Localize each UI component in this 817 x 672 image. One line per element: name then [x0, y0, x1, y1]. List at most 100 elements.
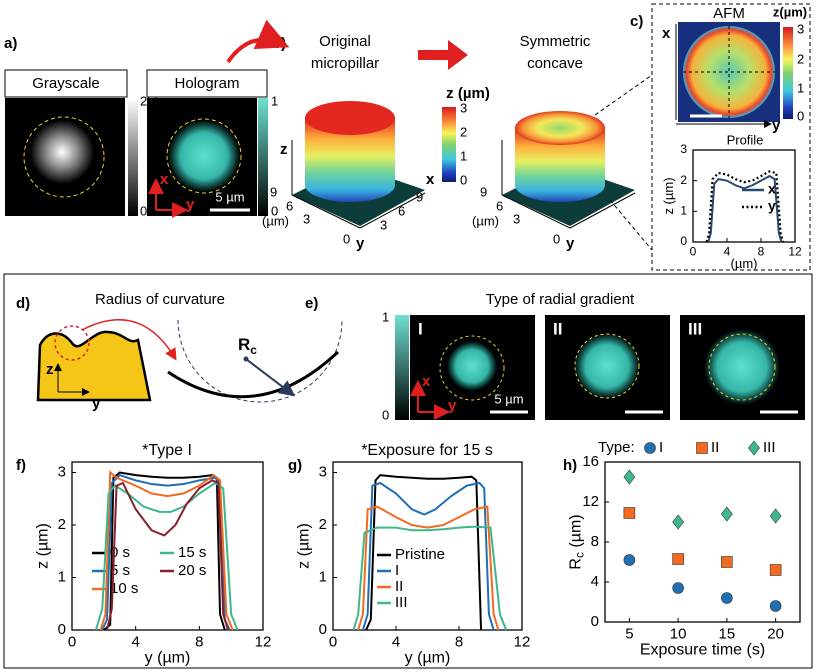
y-tick-label: 0 — [58, 621, 66, 638]
x-tick-label: 12 — [514, 634, 531, 651]
chart-title: *Type I — [142, 442, 192, 459]
image-title: Hologram — [174, 75, 239, 92]
pillar-profile — [36, 330, 152, 402]
tick-label: 6 — [398, 203, 405, 218]
panel-box — [3, 273, 813, 669]
colorbar-label: 0 — [382, 407, 389, 422]
y-tick-label: 1 — [319, 568, 327, 585]
tick-label: 3 — [513, 211, 520, 226]
legend-label: 20 s — [178, 562, 206, 579]
line — [357, 505, 500, 631]
colorbar-title: z(µm) — [773, 4, 807, 19]
x-tick-label: 8 — [455, 634, 463, 651]
legend-label: y — [768, 198, 776, 214]
y-tick-label: 3 — [58, 463, 66, 480]
title-box — [4, 69, 128, 98]
colorbar-label: 1 — [797, 80, 804, 95]
legend-label: x — [768, 181, 776, 197]
legend-label: II — [395, 578, 403, 595]
line — [99, 470, 234, 631]
type-label: II — [553, 319, 562, 338]
spot — [168, 120, 240, 192]
tick-label: 6 — [496, 198, 503, 213]
panel-title: Type of radial gradient — [486, 291, 635, 308]
type-label: I — [418, 319, 423, 338]
panel-label: c) — [630, 13, 643, 30]
x-tick-label: 8 — [758, 244, 765, 258]
y-axis-label: z (µm) — [296, 523, 313, 569]
unit-label: (µm) — [262, 213, 289, 228]
x-tick-label: 10 — [670, 626, 687, 643]
colorbar-label: 0 — [797, 108, 804, 123]
colorbar-label: 3 — [797, 21, 804, 36]
y-tick-label: 0 — [319, 621, 327, 638]
y-axis-label: z (µm) — [35, 523, 52, 569]
line — [106, 479, 229, 631]
x-tick-label: 12 — [788, 244, 802, 258]
line — [707, 174, 783, 243]
y-tick-label: 2 — [319, 516, 327, 533]
x-tick-label: 15 — [719, 626, 736, 643]
plot-frame — [692, 149, 796, 243]
colorbar-label: 1 — [460, 148, 467, 163]
tick-label: 0 — [343, 231, 350, 246]
pillar-title: Original — [319, 33, 371, 50]
y-axis-label-part: z (µm) — [662, 177, 677, 214]
y-axis-label: Rc (µm) — [568, 514, 587, 569]
y-tick-label: 3 — [680, 142, 687, 156]
marker — [672, 553, 684, 565]
colorbar — [395, 315, 409, 420]
radius-label: Rc — [238, 335, 257, 357]
legend-label: 5 s — [110, 562, 130, 579]
legend-marker — [696, 442, 708, 454]
marker — [769, 508, 782, 524]
x-axis-label: (µm) — [731, 256, 758, 271]
colorbar — [128, 98, 138, 216]
y-axis-label-part: R — [568, 558, 585, 570]
panel-label: a) — [4, 35, 17, 52]
outline — [708, 333, 776, 401]
colorbar-label: 2 — [460, 124, 467, 139]
legend-label: III — [395, 594, 408, 611]
outline — [439, 335, 505, 401]
marker — [721, 592, 733, 604]
panel-title: Radius of curvature — [95, 291, 225, 308]
y-axis-label: z (µm) — [662, 177, 677, 214]
arrow — [418, 40, 468, 70]
pillar-top — [305, 101, 395, 135]
scale-label: 5 µm — [215, 189, 244, 204]
chart-title: Profile — [727, 132, 764, 147]
connector — [594, 74, 653, 116]
colorbar-label: 1 — [271, 93, 278, 108]
pillar-3d: z 9 6 3 0 (µm) y 3 6 9 x — [262, 101, 435, 252]
unit-label: (µm) — [472, 213, 499, 228]
pillar-3d: 9 6 3 0 (µm) y — [472, 111, 636, 252]
spot — [30, 120, 94, 184]
x-tick-label: 4 — [392, 634, 400, 651]
outline — [23, 116, 105, 198]
colorbar-label: 2 — [797, 51, 804, 66]
spot — [704, 329, 780, 405]
axis — [569, 192, 636, 229]
x-tick-label: 4 — [724, 244, 731, 258]
y-tick-label: 0 — [591, 613, 599, 630]
tick-label: 9 — [480, 184, 487, 199]
pillar-title: micropillar — [311, 55, 379, 72]
colorbar — [258, 98, 268, 216]
axis-label: x — [662, 25, 671, 42]
x-tick-label: 5 — [625, 626, 633, 643]
x-axis-label: y (µm) — [405, 650, 451, 667]
legend-title: Type: — [598, 439, 635, 456]
marker — [769, 564, 782, 576]
marker — [721, 556, 733, 568]
y-tick-label: 0 — [680, 234, 687, 248]
y-tick-label: 1 — [680, 204, 687, 218]
marker — [720, 506, 733, 522]
afm-surface — [683, 26, 775, 118]
x-tick-label: 8 — [195, 634, 203, 651]
axis-label: z — [46, 361, 54, 378]
line — [352, 525, 508, 631]
axis-label: y — [772, 117, 781, 134]
panel-label: d) — [16, 295, 30, 312]
plot-frame — [71, 461, 264, 631]
